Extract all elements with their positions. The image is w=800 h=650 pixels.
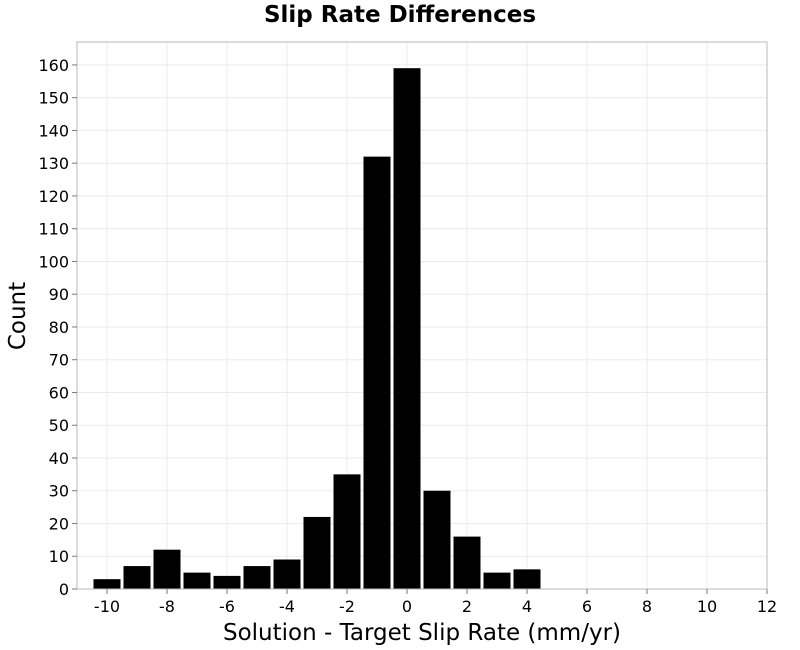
y-tick-label: 140 (38, 121, 69, 140)
bars (93, 68, 541, 589)
y-tick-label: 100 (38, 252, 69, 271)
x-tick-label: 4 (522, 597, 532, 616)
y-tick-label: 0 (59, 580, 69, 599)
y-tick-label: 80 (49, 318, 69, 337)
histogram-bar (513, 569, 541, 589)
y-tick-label: 20 (49, 514, 69, 533)
histogram-bar (243, 566, 271, 589)
histogram-bar (93, 579, 121, 589)
y-tick-label: 120 (38, 187, 69, 206)
histogram-bar (183, 572, 211, 589)
histogram-bar (303, 516, 331, 589)
x-tick-label: 12 (757, 597, 777, 616)
x-tick-label: -2 (339, 597, 355, 616)
y-tick-label: 50 (49, 416, 69, 435)
x-tick-label: 6 (582, 597, 592, 616)
histogram-bar (333, 474, 361, 589)
histogram-bar (273, 559, 301, 589)
y-tick-label: 110 (38, 220, 69, 239)
grid-lines (77, 42, 768, 590)
x-tick-label: -10 (94, 597, 120, 616)
y-tick-label: 130 (38, 154, 69, 173)
y-tick-label: 60 (49, 383, 69, 402)
y-tick-label: 40 (49, 449, 69, 468)
histogram-bar (213, 575, 241, 589)
y-tick-label: 30 (49, 482, 69, 501)
y-tick-label: 160 (38, 56, 69, 75)
y-tick-label: 90 (49, 285, 69, 304)
x-tick-label: -6 (219, 597, 235, 616)
x-tick-label: -8 (159, 597, 175, 616)
x-axis-label: Solution - Target Slip Rate (mm/yr) (223, 620, 621, 646)
histogram-bar (423, 490, 451, 589)
histogram-bar (363, 156, 391, 589)
chart-title: Slip Rate Differences (263, 2, 537, 28)
plot-area (76, 41, 768, 590)
y-tick-label: 70 (49, 351, 69, 370)
x-tick-label: 8 (642, 597, 652, 616)
x-tick-label: -4 (279, 597, 295, 616)
histogram-bar (393, 68, 421, 589)
histogram-bar (483, 572, 511, 589)
x-tick-label: 2 (462, 597, 472, 616)
x-tick-label: 0 (402, 597, 412, 616)
x-tick-label: 10 (697, 597, 717, 616)
histogram-bar (453, 536, 481, 589)
histogram-bar (123, 566, 151, 589)
axes: 0102030405060708090100110120130140150160… (38, 56, 777, 616)
histogram-bar (153, 549, 181, 589)
y-tick-label: 10 (49, 547, 69, 566)
y-tick-label: 150 (38, 89, 69, 108)
